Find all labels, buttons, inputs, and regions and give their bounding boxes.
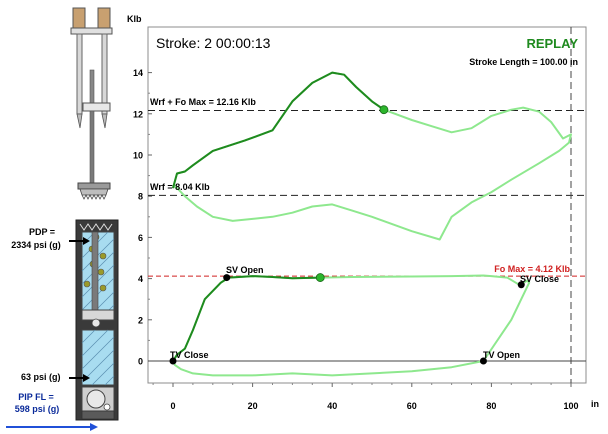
barrel-bottom xyxy=(81,410,115,420)
flow-arrow xyxy=(6,423,98,431)
tv-close-label: TV Close xyxy=(170,350,209,360)
barrel-top-teeth xyxy=(79,223,113,231)
valve-point xyxy=(479,357,487,365)
fo-max-label: Fo Max = 4.12 Klb xyxy=(494,264,570,274)
standing-valve-ball xyxy=(86,389,106,409)
stuffing-box-teeth xyxy=(81,194,107,200)
wrf-fo-max-label: Wrf + Fo Max = 12.16 Klb xyxy=(150,97,256,107)
carrier-bar xyxy=(82,102,111,112)
y-tick-label: 6 xyxy=(138,233,143,243)
stroke-counter: Stroke: 2 00:00:13 xyxy=(156,35,271,51)
y-tick-label: 4 xyxy=(138,274,143,284)
x-tick-label: 80 xyxy=(486,401,496,411)
clamp-right xyxy=(101,113,108,129)
x-tick-label: 20 xyxy=(248,401,258,411)
pdp-label: PDP = xyxy=(28,227,56,237)
x-tick-label: 40 xyxy=(327,401,337,411)
surface-card-position-marker xyxy=(379,105,389,115)
pdp-arrow xyxy=(69,237,90,245)
x-tick-label: 0 xyxy=(170,401,175,411)
dynamometer-chart: 0 2 4 6 8 10 12 14 0 20 40 60 80 100 Klb in Stroke: … xyxy=(127,14,599,411)
rod-right xyxy=(101,33,108,115)
intake-pressure-value: 63 psi (g) xyxy=(21,372,61,382)
top-fitting-left xyxy=(72,7,86,29)
pump-card-current-trace xyxy=(172,275,321,362)
pip-fl-value: 598 psi (g) xyxy=(14,404,60,414)
valve-point xyxy=(169,357,177,365)
y-tick-label: 2 xyxy=(138,315,143,325)
valve-point xyxy=(517,281,525,289)
replay-mode-label: REPLAY xyxy=(526,36,578,51)
wrf-label: Wrf = 8.04 Klb xyxy=(150,182,210,192)
plunger-rod xyxy=(91,231,99,313)
stuffing-box-base xyxy=(79,188,109,196)
tv-open-label: TV Open xyxy=(483,350,520,360)
x-axis-unit: in xyxy=(591,399,599,409)
plot-frame xyxy=(147,26,587,384)
lower-chamber xyxy=(81,329,115,386)
clamp-left xyxy=(76,113,83,129)
stroke-length-label: Stroke Length = 100.00 in xyxy=(469,57,578,67)
pdp-value: 2334 psi (g) xyxy=(11,240,61,250)
valve-point xyxy=(223,274,231,282)
pump-diagram xyxy=(6,7,119,431)
y-tick-label: 10 xyxy=(133,151,143,161)
pip-fl-label: PIP FL = xyxy=(18,392,54,402)
valve-points xyxy=(169,274,525,365)
top-fitting-right xyxy=(97,7,111,29)
surface-card-current-trace xyxy=(172,71,385,189)
stuffing-box xyxy=(77,182,111,190)
x-axis: 0 20 40 60 80 100 xyxy=(152,383,579,411)
traveling-valve-cage xyxy=(81,309,115,321)
traveling-valve-ball xyxy=(91,318,101,328)
y-tick-label: 0 xyxy=(138,357,143,367)
polished-rod xyxy=(89,110,95,184)
x-tick-label: 60 xyxy=(407,401,417,411)
sv-open-label: SV Open xyxy=(226,265,264,275)
x-tick-label: 100 xyxy=(563,401,578,411)
sv-close-label: SV Close xyxy=(520,274,559,284)
top-crossbar xyxy=(70,27,113,35)
y-tick-label: 14 xyxy=(133,68,143,78)
y-tick-label: 12 xyxy=(133,109,143,119)
y-tick-label: 8 xyxy=(138,192,143,202)
intake-arrow xyxy=(69,374,90,382)
standing-valve-seat xyxy=(103,403,111,411)
y-axis-unit: Klb xyxy=(127,14,142,24)
rod-left xyxy=(76,33,83,115)
pump-card-position-marker xyxy=(315,273,325,282)
